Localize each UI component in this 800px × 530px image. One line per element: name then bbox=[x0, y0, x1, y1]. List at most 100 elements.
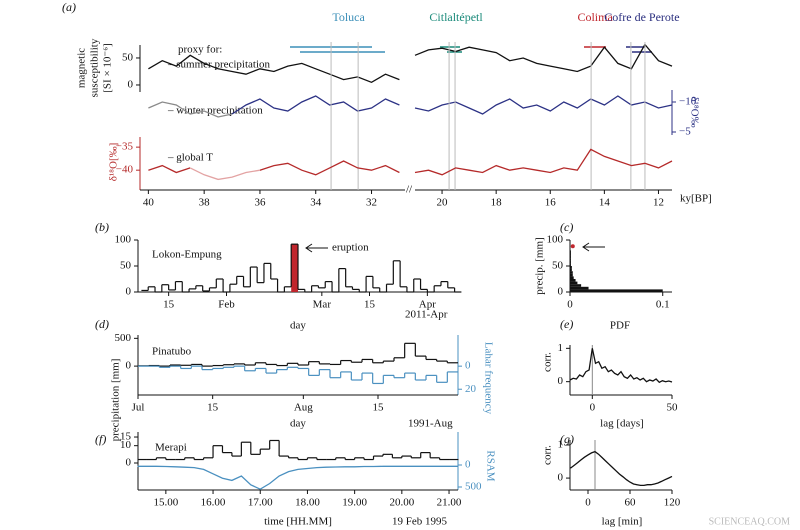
bar bbox=[570, 260, 571, 264]
y-tick-label: 100 bbox=[547, 234, 564, 246]
annotation: – global T bbox=[167, 152, 213, 164]
panel-label: (a) bbox=[62, 0, 76, 14]
bar bbox=[570, 279, 576, 282]
y-tick-label: 0 bbox=[558, 286, 564, 298]
x-tick-label: 36 bbox=[254, 197, 266, 209]
bar bbox=[570, 284, 582, 287]
y-tick-label: 20 bbox=[465, 383, 477, 395]
x-tick-label: 0 bbox=[567, 299, 573, 311]
x-tick-label: 32 bbox=[366, 197, 377, 209]
x-tick-label: 20.00 bbox=[389, 497, 414, 509]
series-line bbox=[148, 160, 400, 176]
series-line bbox=[189, 167, 261, 181]
x-tick-label: Feb bbox=[218, 299, 235, 311]
y-tick-label: −40 bbox=[116, 164, 134, 176]
annotation: eruption bbox=[332, 242, 369, 254]
bar bbox=[570, 266, 572, 269]
panel-label: (f) bbox=[95, 432, 106, 446]
x-axis-label: PDF bbox=[610, 320, 630, 332]
x-tick-label: 60 bbox=[624, 497, 636, 509]
x-tick-label: 18.00 bbox=[295, 497, 320, 509]
y-tick-label: 10 bbox=[120, 439, 132, 451]
watermark: SCIENCEAQ.COM bbox=[709, 516, 791, 527]
annotation: Merapi bbox=[155, 442, 187, 454]
x-tick-label: 120 bbox=[664, 497, 681, 509]
panel-label: (c) bbox=[560, 220, 573, 234]
y-tick-label: −35 bbox=[116, 141, 134, 153]
y-tick-label: 500 bbox=[115, 332, 132, 344]
axis-label: δ¹⁸O[‰] bbox=[108, 143, 120, 182]
axis-label: δ¹⁸O‰ bbox=[688, 96, 700, 127]
x-tick-label: 14 bbox=[599, 197, 611, 209]
axis-label: Lahar frequency bbox=[482, 342, 494, 415]
x-axis-label: lag [days] bbox=[600, 418, 644, 430]
y-tick-label: 50 bbox=[552, 260, 564, 272]
bar bbox=[570, 268, 572, 272]
axis-label: [SI × 10⁻⁶] bbox=[102, 43, 114, 92]
bar bbox=[570, 286, 589, 290]
x-tick-label: 38 bbox=[199, 197, 211, 209]
x-axis-label: day bbox=[290, 418, 306, 430]
x-tick-label: 21.00 bbox=[437, 497, 462, 509]
y-tick-label: 0 bbox=[126, 360, 132, 372]
bar bbox=[570, 250, 571, 253]
series-line bbox=[414, 43, 673, 73]
x-axis-label: ky[BP] bbox=[680, 193, 712, 205]
axis-label: RSAM bbox=[484, 450, 496, 481]
x-tick-label: 40 bbox=[143, 197, 155, 209]
eruption-arrow bbox=[305, 243, 328, 253]
bar bbox=[570, 253, 571, 256]
x-tick-label: Mar bbox=[313, 299, 332, 311]
panel-label: (b) bbox=[95, 220, 109, 234]
axis-label: magnetic bbox=[76, 48, 88, 88]
panel-label: (e) bbox=[560, 317, 573, 331]
annotation: 2011-Apr bbox=[405, 309, 448, 321]
y-tick-label: −5 bbox=[679, 126, 691, 138]
series-line bbox=[414, 148, 673, 176]
x-tick-label: 15 bbox=[207, 402, 219, 414]
annotation: – summer precipitation bbox=[167, 59, 271, 71]
highlight-bar bbox=[291, 244, 298, 292]
y-tick-label: 0 bbox=[128, 79, 134, 91]
x-tick-label: 34 bbox=[310, 197, 322, 209]
panel-label: (d) bbox=[95, 317, 109, 331]
x-tick-label: 20 bbox=[437, 197, 449, 209]
y-tick-label: 1 bbox=[558, 342, 564, 354]
event-label: Citlaltépetl bbox=[429, 10, 483, 24]
x-tick-label: 16 bbox=[545, 197, 557, 209]
y-tick-label: −10 bbox=[679, 96, 697, 108]
x-tick-label: 19.00 bbox=[342, 497, 367, 509]
axis-break: // bbox=[406, 184, 413, 196]
x-tick-label: 15 bbox=[373, 402, 385, 414]
bar bbox=[570, 255, 571, 259]
annotation: 19 Feb 1995 bbox=[392, 516, 448, 528]
bar bbox=[570, 276, 574, 279]
pdf-arrow bbox=[582, 242, 605, 252]
y-tick-label: 15 bbox=[120, 431, 132, 443]
y-tick-label: 1 bbox=[558, 438, 564, 450]
x-tick-label: 0 bbox=[590, 402, 596, 414]
y-tick-label: 0 bbox=[126, 457, 132, 469]
axis-label: corr. bbox=[542, 445, 554, 465]
x-tick-label: 15 bbox=[163, 299, 175, 311]
annotation: Lokon-Empung bbox=[152, 249, 222, 261]
x-tick-label: Jul bbox=[132, 402, 145, 414]
x-tick-label: 0.1 bbox=[656, 299, 670, 311]
bar bbox=[570, 263, 571, 266]
annotation: Pinatubo bbox=[152, 346, 192, 358]
x-tick-label: 50 bbox=[667, 402, 679, 414]
series-line bbox=[570, 450, 673, 487]
x-tick-label: Apr bbox=[419, 299, 436, 311]
x-axis-label: lag [min] bbox=[602, 516, 643, 528]
y-tick-label: 0 bbox=[558, 472, 564, 484]
event-label: Cofre de Perote bbox=[604, 10, 679, 24]
bar bbox=[570, 258, 571, 261]
bar bbox=[570, 289, 663, 292]
x-axis-label: day bbox=[290, 320, 306, 332]
y-tick-label: 500 bbox=[465, 481, 482, 493]
series-line bbox=[231, 95, 400, 115]
bar bbox=[570, 281, 578, 285]
annotation: 1991-Aug bbox=[408, 418, 453, 430]
y-tick-label: 50 bbox=[120, 260, 132, 272]
